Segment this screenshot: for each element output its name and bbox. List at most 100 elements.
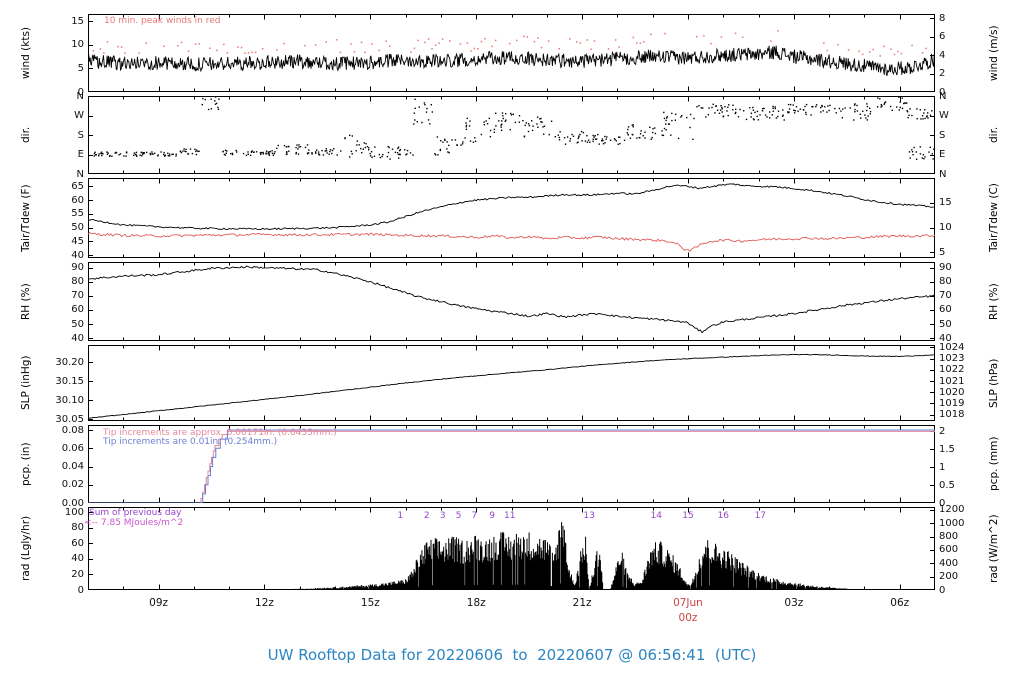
hour-mark: 2 <box>424 511 430 521</box>
y-tick-label-left: 55 <box>71 208 84 220</box>
hour-mark: 1 <box>397 511 403 521</box>
hour-mark: 3 <box>440 511 446 521</box>
y-tick-label-right: 800 <box>939 531 959 543</box>
y-tick-label-right: 8 <box>939 12 946 24</box>
y-tick-label-left: 60 <box>71 304 84 316</box>
y-tick-label-right: E <box>939 149 946 160</box>
y-tick-label-right: 0 <box>939 86 946 98</box>
hour-mark: 11 <box>504 511 515 521</box>
y-tick-label-left: 60 <box>71 537 84 549</box>
hour-mark: 9 <box>489 511 495 521</box>
precip-steps-standard <box>88 429 935 503</box>
daylight-hour-marks: 1 2 3 5 7 9 11 13 14 15 16 17 <box>397 511 766 521</box>
y-tick-label-right: 1021 <box>939 375 965 387</box>
y-tick-label-left: E <box>77 149 84 160</box>
panel-rad-plot: 1 2 3 5 7 9 11 13 14 15 16 17 <box>88 507 935 590</box>
x-tick-label: 18z <box>466 597 486 609</box>
y-tick-label-right: 15 <box>939 197 952 209</box>
y-tick-label-left: 0.04 <box>61 461 84 472</box>
tick-marks <box>88 15 934 92</box>
tick-marks <box>88 263 934 340</box>
chart-title: UW Rooftop Data for 20220606 to 20220607… <box>267 646 757 664</box>
y-tick-label-right: N <box>939 168 947 180</box>
axis-label-rh-left: RH (%) <box>20 283 32 320</box>
dew-point-line <box>88 232 935 252</box>
solar-radiation-bars <box>262 522 896 590</box>
x-tick-label: 12z <box>255 597 274 609</box>
y-tick-label-right: 60 <box>939 304 952 316</box>
radiation-sum-value: <-- 7.85 MJoules/m^2 <box>84 518 184 528</box>
tip-increment-note-fine: Tip increments are approx. 0.00171in. (0… <box>103 428 337 438</box>
panel-dir-plot <box>88 96 935 174</box>
y-tick-label-left: 70 <box>71 290 84 302</box>
y-tick-label-left: 80 <box>71 522 84 534</box>
tick-marks <box>88 96 934 174</box>
axis-label-rad-right: rad (W/m^2) <box>988 514 1000 583</box>
x-date-label-hour: 00z <box>678 612 698 624</box>
y-tick-label-right: 1.5 <box>939 443 955 455</box>
radiation-sum-note: Sum of previous day <box>89 508 182 518</box>
axis-label-temp-left: Tair/Tdew (F) <box>20 184 32 252</box>
hour-mark: 7 <box>472 511 478 521</box>
y-tick-label-left: 80 <box>71 276 84 288</box>
relative-humidity-line <box>88 265 935 334</box>
y-tick-label-right: 2 <box>939 425 946 437</box>
y-tick-label-left: 30.15 <box>55 375 84 387</box>
y-tick-label-right: 1000 <box>939 517 965 529</box>
y-tick-label-left: 0.06 <box>61 442 84 454</box>
axis-label-temp-right: Tair/Tdew (C) <box>988 183 1000 253</box>
panel-temp-plot <box>88 178 935 258</box>
y-tick-label-left: 65 <box>71 180 84 192</box>
peak-wind-dots <box>92 30 927 57</box>
hour-mark: 15 <box>682 511 693 521</box>
axis-label-slp-left: SLP (inHg) <box>20 355 32 411</box>
panel-rh-plot <box>88 262 935 341</box>
y-tick-label-left: 50 <box>71 318 84 330</box>
y-tick-label-left: 90 <box>71 262 84 274</box>
y-tick-label-left: 0 <box>77 86 84 98</box>
tick-marks <box>88 426 934 503</box>
y-tick-label-right: 1020 <box>939 386 965 398</box>
y-tick-label-left: 0.08 <box>61 424 84 436</box>
wind-speed-line <box>88 45 935 76</box>
y-tick-label-right: 0 <box>939 584 946 596</box>
hour-mark: 13 <box>583 511 594 521</box>
y-tick-label-left: N <box>76 90 84 102</box>
y-tick-label-right: 200 <box>939 571 959 583</box>
y-tick-label-left: 40 <box>71 249 84 261</box>
y-tick-label-left: 30.20 <box>55 356 84 368</box>
y-tick-label-right: 1019 <box>939 397 965 409</box>
y-tick-label-left: 40 <box>71 553 84 565</box>
y-tick-label-left: 5 <box>77 62 84 74</box>
y-tick-label-right: 10 <box>939 222 952 234</box>
y-tick-label-left: 0 <box>77 584 84 596</box>
y-tick-label-right: W <box>939 110 949 121</box>
tick-marks <box>88 179 934 257</box>
y-tick-label-left: 15 <box>71 15 84 27</box>
y-tick-label-right: 1024 <box>939 341 965 353</box>
axis-label-pcp-right: pcp. (mm) <box>988 436 1000 492</box>
panel-wind-plot <box>88 14 935 92</box>
y-tick-label-left: 30.05 <box>55 413 84 425</box>
y-tick-label-right: 1200 <box>939 504 965 516</box>
axis-label-rad-left: rad (Lgly/hr) <box>20 515 32 582</box>
hour-mark: 16 <box>718 511 730 521</box>
y-tick-label-right: 1022 <box>939 364 965 376</box>
sea-level-pressure-line <box>88 353 935 419</box>
y-tick-label-left: S <box>77 129 84 141</box>
axis-label-slp-right: SLP (hPa) <box>988 358 1000 408</box>
tick-marks <box>88 346 934 420</box>
x-tick-label: 21z <box>572 597 592 609</box>
y-tick-label-left: 50 <box>71 222 84 234</box>
panel-pcp-plot <box>88 425 935 503</box>
panel-slp-plot <box>88 345 935 421</box>
y-tick-label-left: 10 <box>71 39 84 51</box>
y-tick-label-right: 1 <box>939 461 946 473</box>
x-date-label-day: 07Jun <box>673 597 703 609</box>
y-tick-label-left: 40 <box>71 332 84 344</box>
air-temperature-line <box>88 183 935 231</box>
axis-label-wind-right: wind (m/s) <box>988 25 1000 81</box>
hour-mark: 17 <box>755 511 766 521</box>
y-tick-label-right: 0.5 <box>939 479 955 491</box>
